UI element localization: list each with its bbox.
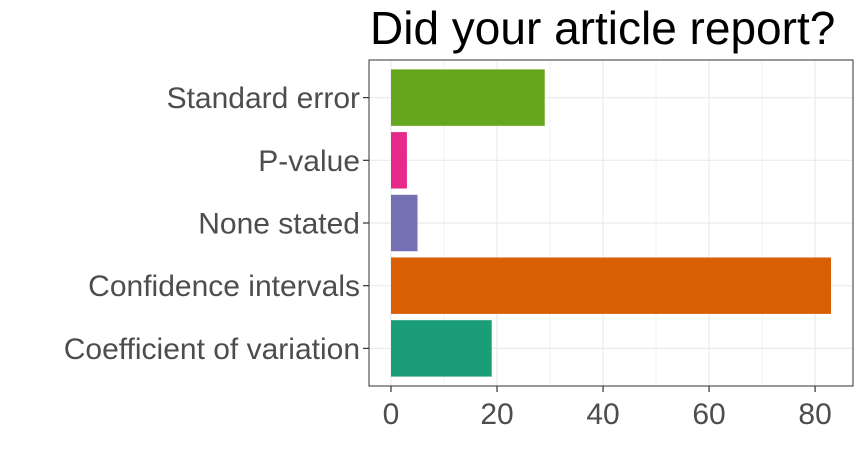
x-axis-labels: 0 20 40 60 80: [383, 386, 832, 431]
bar-p-value: [391, 132, 407, 189]
bars: [391, 69, 831, 377]
x-tick-label: 80: [798, 398, 831, 431]
y-tick-label: Confidence intervals: [88, 270, 360, 303]
y-axis-labels: Coefficient of variation Confidence inter…: [64, 82, 369, 366]
x-tick-label: 60: [692, 398, 725, 431]
x-tick-label: 20: [480, 398, 513, 431]
y-tick-label: Coefficient of variation: [64, 333, 360, 366]
y-tick-label: Standard error: [167, 82, 360, 115]
y-tick-label: None stated: [198, 208, 360, 241]
bar-coefficient-of-variation: [391, 320, 492, 377]
y-tick-label: P-value: [258, 145, 360, 178]
bar-standard-error: [391, 69, 545, 126]
bar-confidence-intervals: [391, 257, 831, 314]
x-tick-label: 40: [586, 398, 619, 431]
bar-none-stated: [391, 194, 418, 252]
x-tick-label: 0: [383, 398, 400, 431]
chart-title: Did your article report?: [370, 2, 835, 54]
